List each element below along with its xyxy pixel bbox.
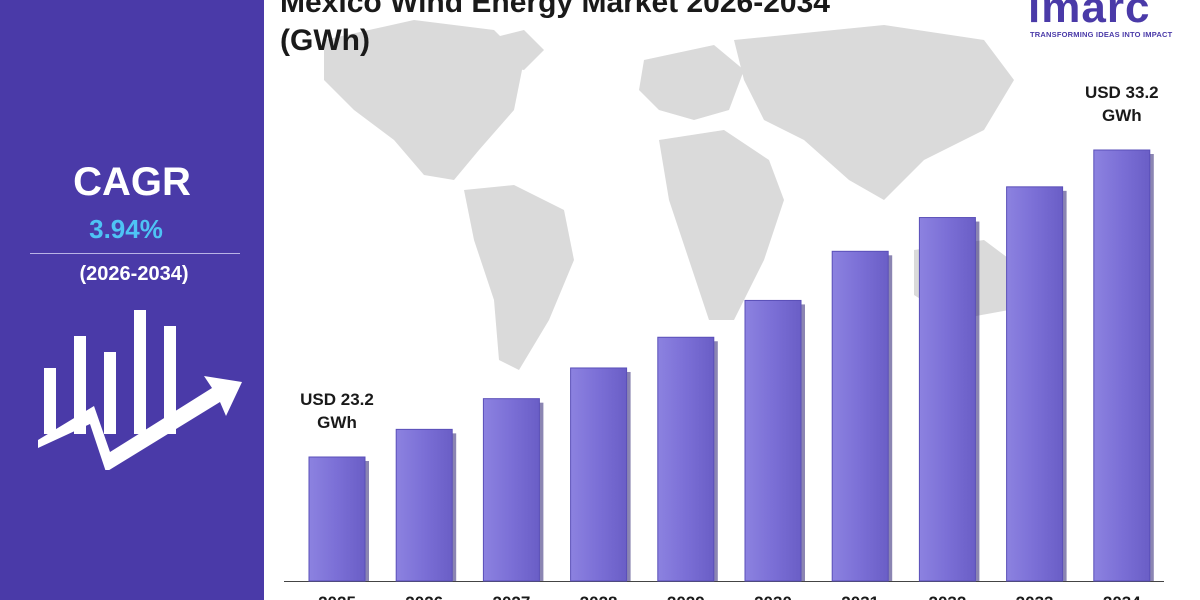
x-tick-label: 2027 (492, 593, 530, 600)
bar-rect (657, 336, 715, 582)
bar-2027 (482, 398, 544, 582)
annotation-unit: GWh (1102, 106, 1142, 125)
x-tick-label: 2025 (318, 593, 356, 600)
annotation-value: USD 33.2 (1085, 83, 1159, 102)
bar-chart: 2025 2026 2027 2028 2029 2030 2031 2032 2033 2034… (284, 83, 1164, 600)
x-tick-label: 2029 (667, 593, 705, 600)
chart-title-line-2: (GWh) (280, 24, 370, 57)
bar-rect (744, 299, 802, 582)
cagr-divider (30, 253, 240, 254)
growth-chart-icon (38, 310, 242, 470)
x-tick-label: 2026 (405, 593, 443, 600)
chart-title: Mexico Wind Energy Market 2026-2034 (GWh… (280, 0, 980, 60)
bar-rect (308, 456, 366, 582)
logo-tagline: TRANSFORMING IDEAS INTO IMPACT (1030, 30, 1173, 39)
cagr-period: (2026-2034) (79, 263, 189, 285)
bar-2031 (831, 250, 893, 582)
chart-title-line-1: Mexico Wind Energy Market 2026-2034 (280, 0, 830, 19)
bar-2025 (308, 456, 369, 582)
annotation-unit: GWh (317, 413, 357, 432)
cagr-sidebar (0, 0, 264, 600)
bar-rect (1093, 149, 1151, 582)
cagr-label: CAGR (73, 160, 191, 204)
bar-rect (570, 367, 628, 582)
logo-wordmark: imarc (1028, 0, 1151, 32)
x-tick-label: 2031 (841, 593, 879, 600)
bar-2028 (570, 367, 631, 582)
bar-2032 (918, 217, 980, 582)
bar-2026 (395, 428, 457, 582)
x-tick-label: 2034 (1103, 593, 1141, 600)
bar-rect (1006, 186, 1064, 582)
bar-2033 (1006, 186, 1067, 582)
bar-rect (482, 398, 540, 582)
x-tick-label: 2033 (1016, 593, 1054, 600)
bar-rect (395, 428, 453, 582)
annotation-value: USD 23.2 (300, 390, 374, 409)
bar-rect (831, 250, 889, 582)
bar-rect (918, 217, 976, 582)
bar-2029 (657, 336, 718, 582)
cagr-value: 3.94% (89, 214, 163, 244)
bar-2030 (744, 299, 805, 582)
x-tick-label: 2032 (928, 593, 966, 600)
x-tick-label: 2030 (754, 593, 792, 600)
imarc-logo: imarc TRANSFORMING IDEAS INTO IMPACT (1026, 0, 1196, 42)
x-tick-label: 2028 (580, 593, 618, 600)
bar-2034 (1093, 149, 1154, 582)
